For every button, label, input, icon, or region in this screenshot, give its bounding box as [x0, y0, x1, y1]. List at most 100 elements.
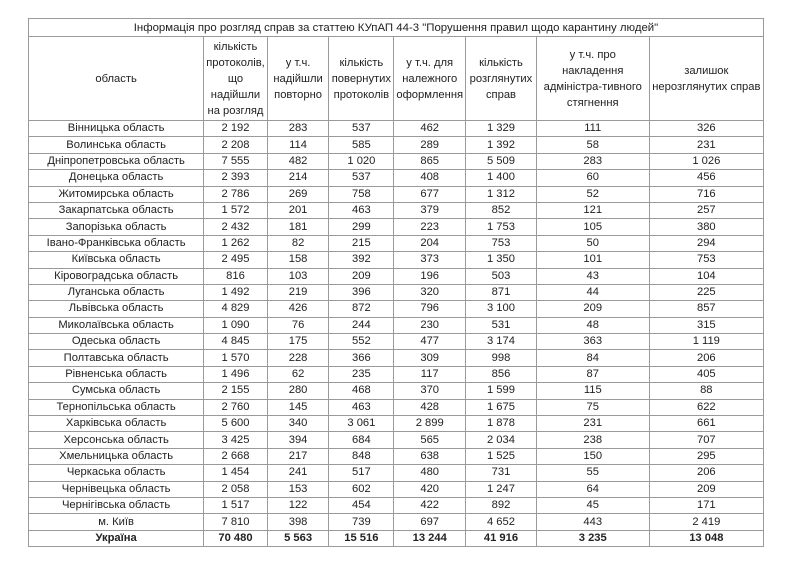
value-cell: 684	[328, 431, 395, 449]
table-row: Сумська область 2 155 280 468 370 1 599 115 88	[27, 382, 765, 400]
value-cell: 52	[535, 185, 650, 203]
value-cell: 13 244	[393, 529, 467, 548]
value-cell: 998	[465, 349, 537, 367]
value-cell: 2 495	[203, 251, 268, 269]
value-cell: 716	[648, 185, 765, 203]
value-cell: 420	[393, 480, 467, 498]
value-cell: 585	[328, 136, 395, 154]
value-cell: 1 454	[203, 464, 268, 482]
value-cell: 2 419	[648, 513, 765, 531]
value-cell: 1 392	[465, 136, 537, 154]
value-cell: 2 058	[203, 480, 268, 498]
value-cell: 15 516	[328, 529, 395, 548]
table-row: Львівська область 4 829 426 872 796 3 100 209 8…	[27, 300, 765, 318]
value-cell: 739	[328, 513, 395, 531]
value-cell: 1 753	[465, 218, 537, 236]
value-cell: 217	[266, 447, 330, 466]
value-cell: 295	[648, 447, 765, 466]
value-cell: 537	[328, 169, 395, 187]
value-cell: 326	[648, 119, 765, 138]
table-row: Житомирська область 2 786 269 758 677 1 312 52…	[27, 185, 765, 203]
value-cell: 4 652	[465, 513, 537, 531]
table-row: Івано-Франківська область 1 262 82 215 204 75…	[27, 234, 765, 253]
value-cell: 238	[535, 431, 650, 449]
value-cell: 150	[535, 447, 650, 466]
value-cell: 299	[328, 218, 395, 236]
table-row: Полтавська область 1 570 228 366 309 998 84 206	[27, 349, 765, 367]
region-cell: Кіровоградська область	[27, 267, 205, 285]
table-row: Київська область 2 495 158 392 373 1 350 101 75…	[27, 251, 765, 269]
table-row: Тернопільська область 2 760 145 463 428 1 675…	[27, 398, 765, 417]
value-cell: 60	[535, 169, 650, 187]
table-body: Вінницька область 2 192 283 537 462 1 329 111 3…	[27, 119, 765, 548]
total-row: Україна 70 480 5 563 15 516 13 244 41 916 3 23…	[27, 529, 765, 548]
value-cell: 103	[266, 267, 330, 285]
value-cell: 50	[535, 234, 650, 253]
value-cell: 463	[328, 398, 395, 417]
column-header: кількість протоколів, що надійшли на роз…	[203, 36, 268, 121]
region-cell: Полтавська область	[27, 349, 205, 367]
region-cell: Закарпатська область	[27, 201, 205, 220]
value-cell: 75	[535, 398, 650, 417]
value-cell: 857	[648, 300, 765, 318]
value-cell: 181	[266, 218, 330, 236]
value-cell: 1 020	[328, 152, 395, 171]
value-cell: 3 425	[203, 431, 268, 449]
value-cell: 398	[266, 513, 330, 531]
region-cell: Дніпропетровська область	[27, 152, 205, 171]
region-cell: Сумська область	[27, 382, 205, 400]
value-cell: 283	[535, 152, 650, 171]
region-cell: Луганська область	[27, 283, 205, 302]
value-cell: 153	[266, 480, 330, 498]
value-cell: 44	[535, 283, 650, 302]
region-cell: Львівська область	[27, 300, 205, 318]
value-cell: 230	[393, 316, 467, 335]
value-cell: 622	[648, 398, 765, 417]
value-cell: 1 517	[203, 496, 268, 515]
value-cell: 241	[266, 464, 330, 482]
value-cell: 2 208	[203, 136, 268, 154]
value-cell: 4 845	[203, 333, 268, 351]
region-cell: м. Київ	[27, 513, 205, 531]
value-cell: 661	[648, 415, 765, 433]
value-cell: 340	[266, 415, 330, 433]
value-cell: 638	[393, 447, 467, 466]
value-cell: 88	[648, 382, 765, 400]
value-cell: 1 262	[203, 234, 268, 253]
value-cell: 231	[535, 415, 650, 433]
table-row: Донецька область 2 393 214 537 408 1 400 60 456	[27, 169, 765, 187]
column-header: залишок нерозглянутих справ	[648, 36, 765, 121]
value-cell: 5 563	[266, 529, 330, 548]
table-row: Херсонська область 3 425 394 684 565 2 034 238…	[27, 431, 765, 449]
value-cell: 171	[648, 496, 765, 515]
value-cell: 1 492	[203, 283, 268, 302]
value-cell: 408	[393, 169, 467, 187]
value-cell: 865	[393, 152, 467, 171]
value-cell: 225	[648, 283, 765, 302]
value-cell: 204	[393, 234, 467, 253]
value-cell: 101	[535, 251, 650, 269]
value-cell: 552	[328, 333, 395, 351]
value-cell: 5 600	[203, 415, 268, 433]
value-cell: 753	[648, 251, 765, 269]
value-cell: 443	[535, 513, 650, 531]
value-cell: 117	[393, 365, 467, 384]
table-row: Волинська область 2 208 114 585 289 1 392 58 23…	[27, 136, 765, 154]
value-cell: 1 026	[648, 152, 765, 171]
value-cell: 370	[393, 382, 467, 400]
value-cell: 235	[328, 365, 395, 384]
value-cell: 1 312	[465, 185, 537, 203]
region-cell: Київська область	[27, 251, 205, 269]
value-cell: 3 061	[328, 415, 395, 433]
value-cell: 84	[535, 349, 650, 367]
value-cell: 1 090	[203, 316, 268, 335]
value-cell: 231	[648, 136, 765, 154]
value-cell: 517	[328, 464, 395, 482]
table-row: Закарпатська область 1 572 201 463 379 852 121…	[27, 201, 765, 220]
value-cell: 468	[328, 382, 395, 400]
region-cell: Рівненська область	[27, 365, 205, 384]
value-cell: 2 760	[203, 398, 268, 417]
value-cell: 206	[648, 464, 765, 482]
value-cell: 209	[328, 267, 395, 285]
value-cell: 503	[465, 267, 537, 285]
